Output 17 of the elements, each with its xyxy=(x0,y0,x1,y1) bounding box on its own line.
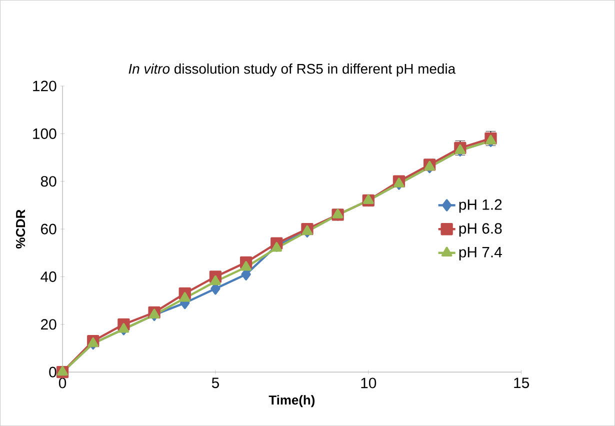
chart-title: In vitro dissolution study of RS5 in different pH media xyxy=(128,64,456,76)
x-axis-title: Time(h) xyxy=(268,395,315,408)
legend-label: pH 6.8 xyxy=(459,223,502,237)
x-tick-label: 0 xyxy=(58,378,66,388)
legend-label: pH 1.2 xyxy=(459,199,502,213)
x-tick-label: 15 xyxy=(514,378,530,388)
y-tick-label: 0 xyxy=(49,366,56,378)
y-tick-label: 80 xyxy=(40,176,56,187)
y-tick-label: 60 xyxy=(41,224,56,234)
y-tick-label: 40 xyxy=(40,271,56,282)
x-tick-label: 5 xyxy=(212,378,219,388)
y-tick-label: 120 xyxy=(33,80,56,92)
y-tick-label: 100 xyxy=(33,128,56,139)
y-tick-label: 20 xyxy=(41,319,56,330)
legend-label: pH 7.4 xyxy=(459,246,502,260)
y-axis-title: %CDR xyxy=(16,210,26,248)
x-tick-label: 10 xyxy=(361,378,376,388)
